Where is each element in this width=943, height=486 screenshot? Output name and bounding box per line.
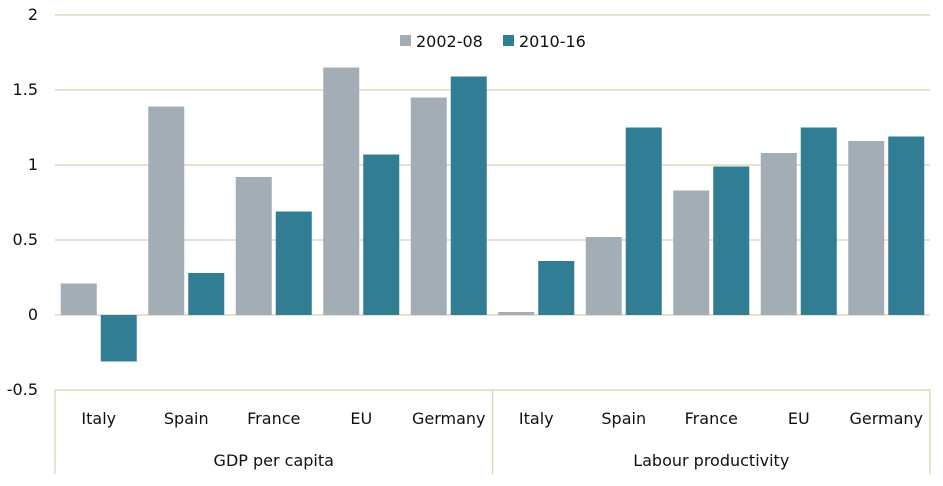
y-tick-label: 0.5 [13,230,38,249]
bar-2002-08-eu [323,67,360,315]
bar-2002-08-spain [585,237,622,315]
group-label: Labour productivity [633,451,789,470]
legend-swatch [503,35,514,46]
y-tick-label: 2 [28,5,38,24]
x-tick-label: EU [350,409,372,428]
bar-2010-16-eu [800,127,837,315]
x-tick-label: EU [788,409,810,428]
bar-2002-08-germany [410,97,447,315]
bar-2010-16-germany [450,76,487,315]
legend-label: 2002-08 [416,32,483,51]
bar-2002-08-germany [848,141,885,315]
x-tick-label: Germany [412,409,486,428]
bar-2002-08-italy [60,283,97,315]
bar-2002-08-eu [760,153,797,315]
x-tick-label: Italy [519,409,554,428]
bar-2010-16-france [275,211,312,315]
x-tick-label: Italy [81,409,116,428]
y-tick-label: 1 [28,155,38,174]
group-label: GDP per capita [214,451,334,470]
bar-2002-08-france [673,190,710,315]
x-tick-label: France [247,409,300,428]
x-tick-label: Spain [601,409,646,428]
legend-label: 2010-16 [519,32,586,51]
y-tick-label: 0 [28,305,38,324]
bar-2010-16-spain [625,127,662,315]
bar-2002-08-italy [498,312,535,315]
bar-2010-16-eu [363,154,400,315]
x-tick-label: Germany [849,409,923,428]
y-tick-label: 1.5 [13,80,38,99]
bar-2010-16-italy [538,261,575,315]
x-tick-label: Spain [164,409,209,428]
x-tick-label: France [685,409,738,428]
y-tick-label: -0.5 [7,380,38,399]
bar-2002-08-france [235,177,272,315]
bar-2002-08-spain [148,106,185,315]
bar-2010-16-germany [888,136,925,315]
bar-2010-16-italy [100,315,137,362]
bar-2010-16-spain [188,273,225,315]
bar-2010-16-france [713,166,750,315]
legend-swatch [400,35,411,46]
